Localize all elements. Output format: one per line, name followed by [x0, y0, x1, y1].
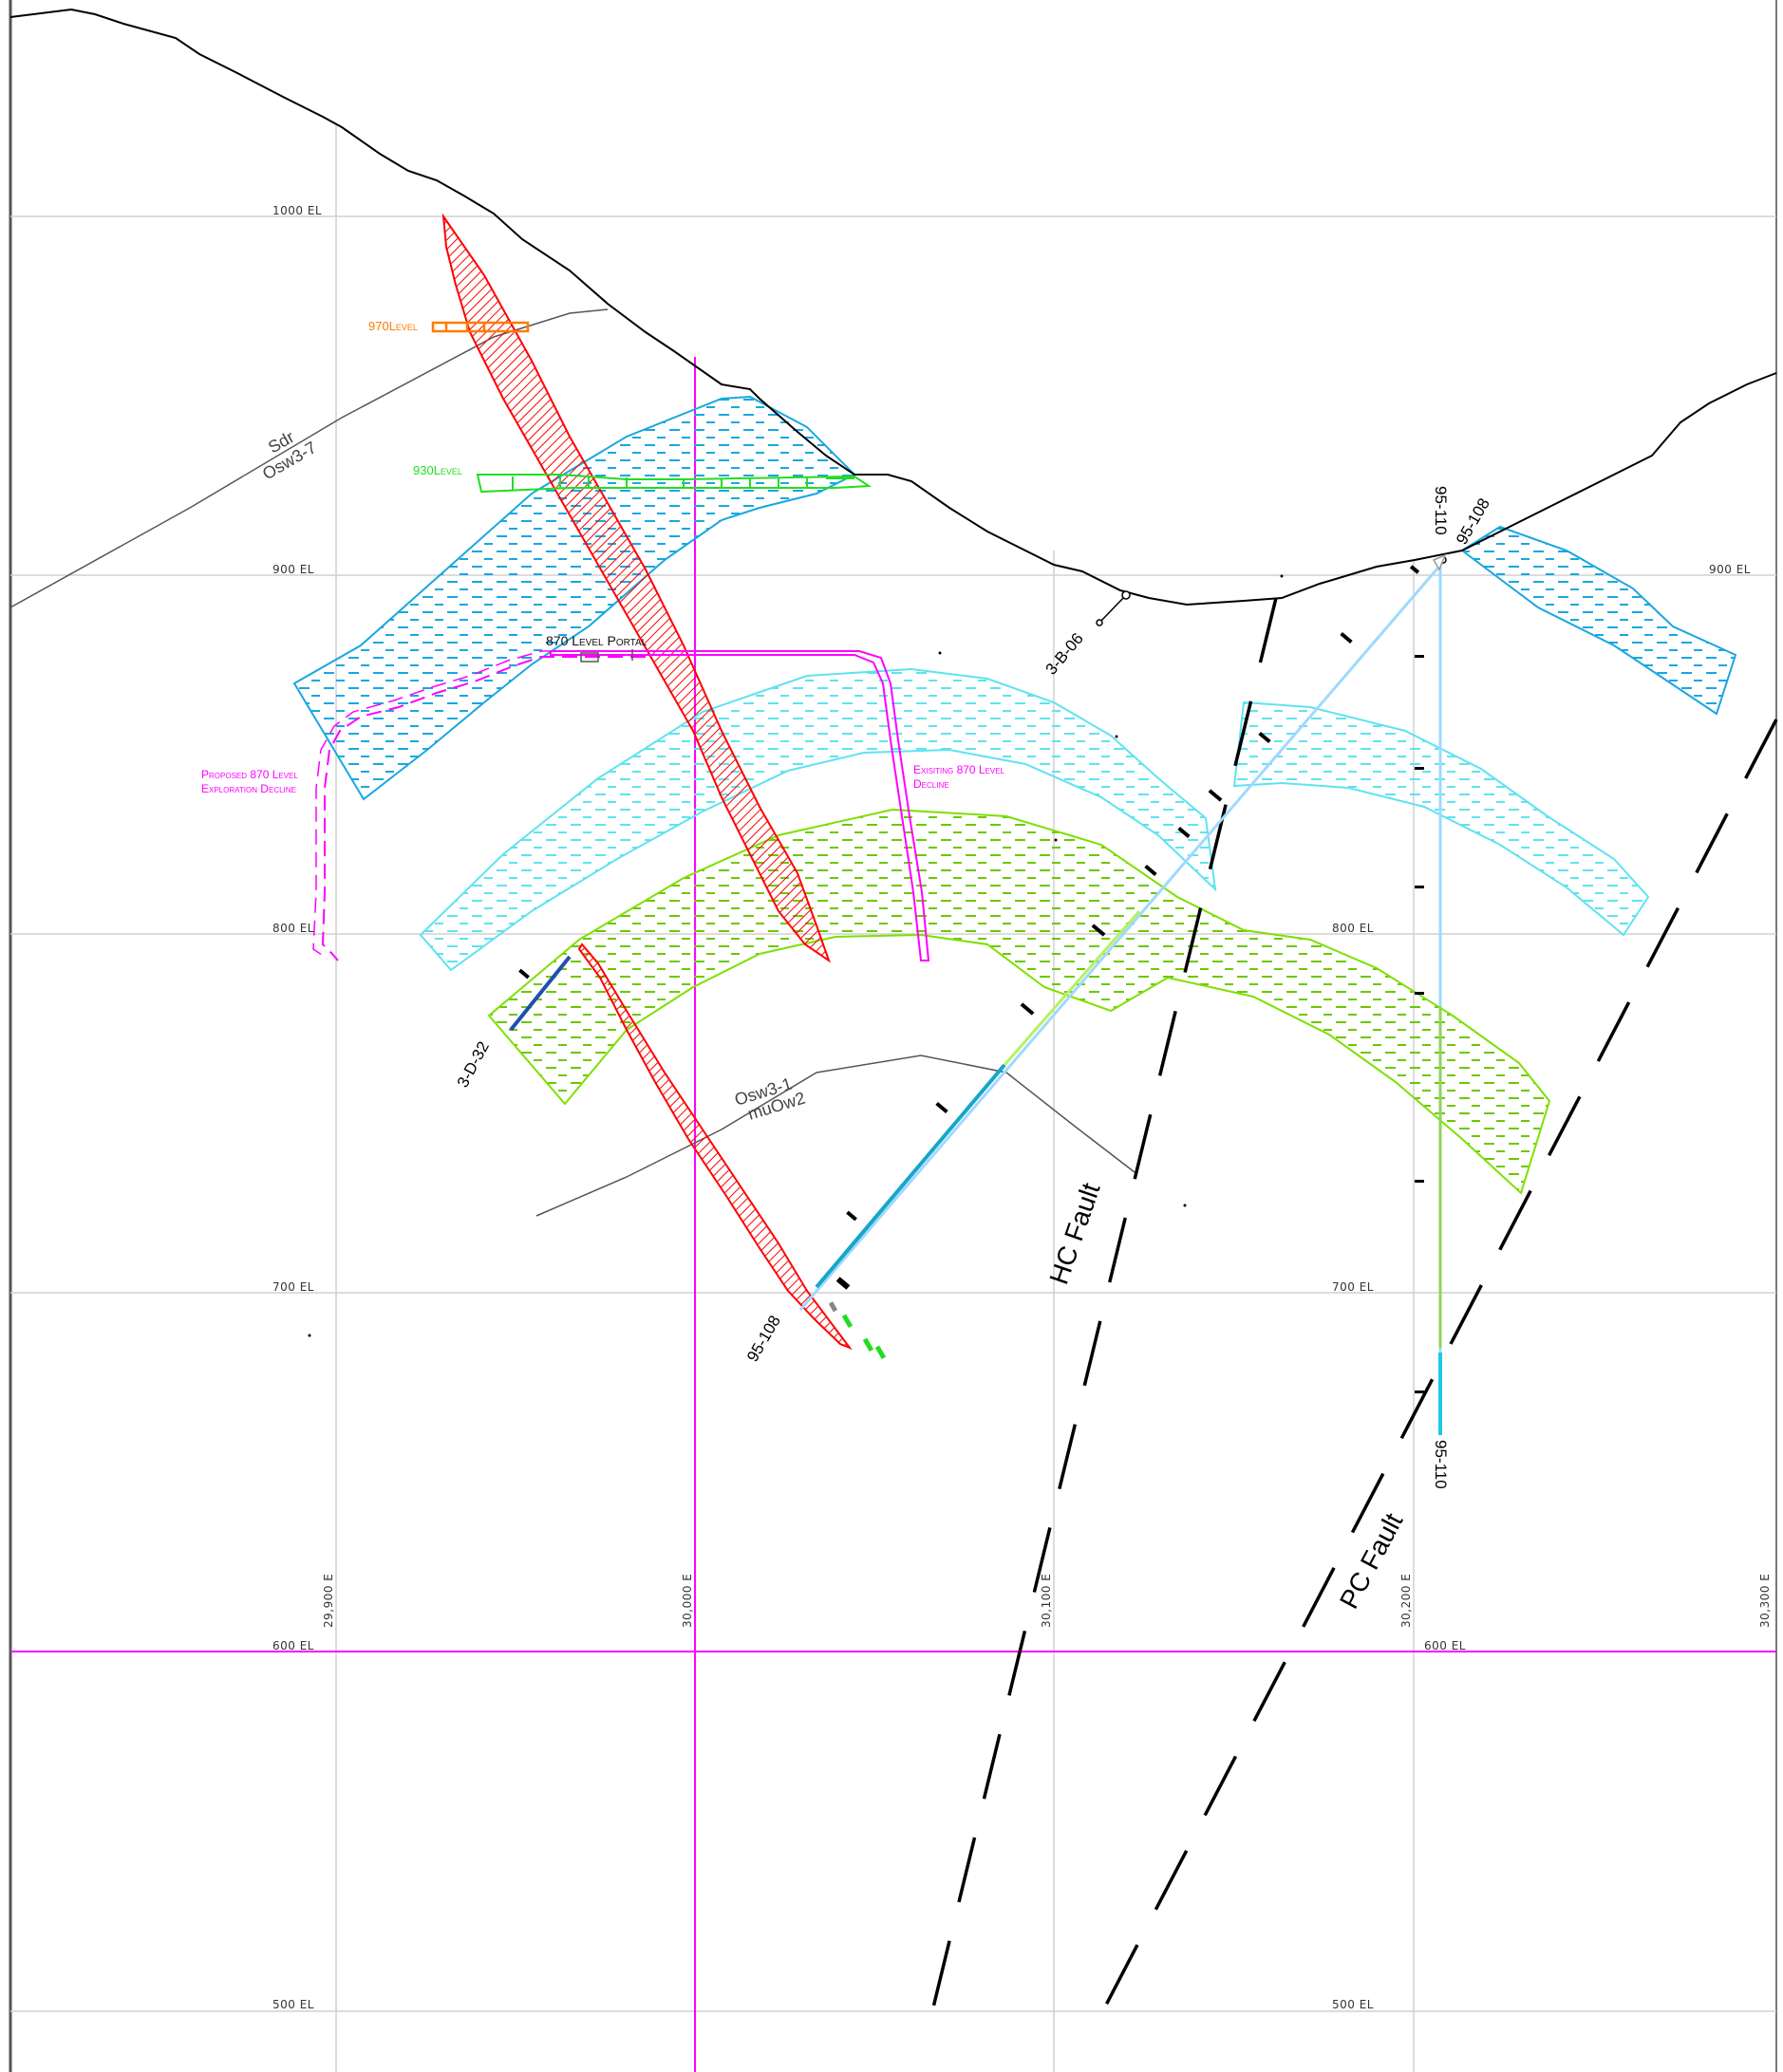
elevation-label-right-900: 900 EL: [1709, 563, 1751, 576]
elevation-label-right-500: 500 EL: [1332, 1998, 1374, 2011]
portal-marker: [580, 652, 599, 663]
drillhole-95-108-toe-label: 95-108: [743, 1313, 784, 1365]
drillhole-95-110-collar-label: 95-110: [1432, 486, 1450, 535]
drillhole-3-b-06-toe: [1096, 619, 1103, 626]
assay-ticks: [518, 565, 1424, 1393]
elevation-label-right-800: 800 EL: [1332, 922, 1374, 935]
zones: [292, 395, 1737, 1195]
existing-decline-label-line1: Exisiting 870 Level: [913, 763, 1005, 776]
drillhole-95-108-interval-cyan: [815, 1063, 1006, 1289]
elevation-label-1000: 1000 EL: [272, 204, 322, 217]
zone-right-blue: [1460, 525, 1737, 716]
elevation-label-right-700: 700 EL: [1332, 1280, 1374, 1294]
easting-label-30100: 30,100 E: [1040, 1574, 1053, 1628]
drillhole-3-b-06-label: 3-B-06: [1042, 629, 1087, 678]
portal-870-label: 870 Level Portal: [546, 633, 648, 648]
zone-right-cyan: [1232, 700, 1650, 937]
lower-95-108-assay-marks: [828, 1301, 887, 1360]
level-970-workings: [431, 321, 530, 333]
survey-dots: [308, 574, 1284, 1337]
vein: [441, 213, 853, 1351]
easting-label-30200: 30,200 E: [1399, 1574, 1413, 1628]
zone-lower-green: [487, 808, 1551, 1195]
fault-labels: HC Fault PC Fault: [1043, 1179, 1408, 1614]
vein-lower-red: [577, 943, 853, 1351]
zone-middle-cyan: [419, 667, 1217, 972]
contact-osw3-1-muow2: [535, 1055, 1135, 1217]
drillholes: [509, 553, 1447, 1435]
contacts: [9, 308, 1135, 1217]
proposed-870-decline: [321, 656, 646, 961]
elevation-label-600: 600 EL: [272, 1639, 314, 1652]
drillhole-3-d-32-trace: [509, 955, 572, 1032]
easting-labels: 29,900 E 30,000 E 30,100 E 30,200 E 30,3…: [322, 1574, 1772, 1628]
level-930-label: 930Level: [413, 463, 462, 477]
drillhole-95-108-interval-green: [1003, 910, 1141, 1066]
easting-label-30000: 30,000 E: [681, 1574, 694, 1628]
hc-fault-line: [931, 597, 1278, 2008]
proposed-decline-label-line1: Proposed 870 Level: [201, 768, 298, 781]
elevation-label-right-600: 600 EL: [1424, 1639, 1466, 1652]
elevation-labels: 1000 EL 900 EL 800 EL 700 EL 600 EL 500 …: [272, 204, 1751, 2011]
vein-upper-red: [441, 213, 831, 963]
zone-upper-blue: [292, 395, 856, 801]
pc-fault-label: PC Fault: [1334, 1508, 1409, 1614]
elevation-label-900: 900 EL: [272, 563, 314, 576]
drillhole-95-110-toe-label: 95-110: [1432, 1440, 1450, 1489]
easting-label-29900: 29,900 E: [322, 1574, 335, 1628]
drillhole-95-108-trace: [798, 561, 1445, 1311]
elevation-label-800: 800 EL: [272, 922, 314, 935]
proposed-870-decline-outer: [312, 650, 646, 960]
existing-decline-label-line2: Decline: [913, 777, 949, 791]
drillhole-3-d-32-label: 3-D-32: [454, 1038, 493, 1091]
drillhole-3-b-06-collar: [1121, 590, 1131, 600]
hc-fault-label: HC Fault: [1043, 1179, 1105, 1288]
level-970-label: 970Level: [368, 319, 418, 333]
existing-870-decline: [550, 650, 930, 961]
level-930-workings: [476, 474, 873, 494]
reference-lines: [10, 357, 1776, 2072]
drillhole-3-b-06-trace: [1098, 594, 1127, 624]
elevation-label-500: 500 EL: [272, 1998, 314, 2011]
frame: [9, 0, 1777, 2072]
pc-fault-line: [1100, 719, 1778, 2013]
easting-label-30300: 30,300 E: [1758, 1574, 1772, 1628]
proposed-decline-label-line2: Exploration Decline: [201, 782, 296, 795]
drillhole-95-110-collar-arrow: [1432, 553, 1447, 571]
topography-line: [9, 8, 1777, 607]
level-labels: 970Level 930Level 870 Level Portal Propo…: [201, 319, 1005, 795]
workings: [312, 321, 930, 961]
faults: [931, 597, 1778, 2013]
elevation-label-700: 700 EL: [272, 1280, 314, 1294]
contact-sdr-osw3-7: [9, 308, 609, 608]
